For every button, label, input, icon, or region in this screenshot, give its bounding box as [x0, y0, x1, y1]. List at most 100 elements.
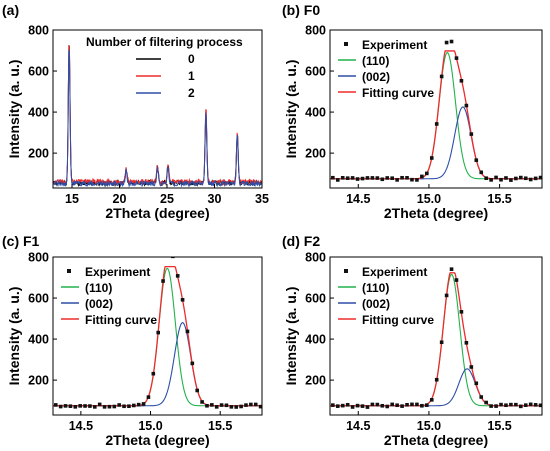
experiment-point [171, 257, 175, 259]
experiment-point [514, 176, 518, 181]
plot-area [53, 251, 262, 409]
experiment-point [528, 177, 533, 182]
experiment-point [335, 404, 340, 408]
experiment-point [200, 400, 204, 404]
plot-area [330, 39, 542, 182]
plot-frame [329, 29, 543, 189]
experiment-point [499, 177, 503, 182]
experiment-point [136, 402, 141, 407]
experiment-point [229, 405, 234, 409]
experiment-point [63, 404, 68, 408]
panel-label: (c) F1 [2, 233, 40, 249]
y-tick-label: 800 [305, 24, 326, 38]
series-line-0 [53, 45, 262, 188]
experiment-point [484, 400, 488, 405]
experiment-point [365, 405, 370, 409]
experiment-point [405, 402, 409, 407]
experiment-point [249, 402, 253, 407]
experiment-point [400, 175, 404, 180]
experiment-point [146, 395, 151, 399]
experiment-point [195, 388, 200, 393]
legend-entry: Fitting curve [362, 86, 434, 100]
experiment-point [360, 404, 365, 408]
experiment-point [474, 381, 479, 386]
y-tick-label: 600 [28, 292, 49, 306]
experiment-point [504, 403, 508, 408]
y-axis-label: Intensity (a. u.) [6, 60, 22, 159]
experiment-point [434, 377, 439, 382]
experiment-point [514, 402, 518, 407]
x-tick-label: 20 [113, 192, 127, 206]
experiment-point [499, 402, 503, 407]
plot-area [53, 45, 262, 188]
y-tick-label: 200 [305, 147, 326, 161]
experiment-point [185, 329, 190, 334]
y-axis-label: Intensity (a. u.) [283, 287, 299, 386]
y-axis-label: Intensity (a. u.) [6, 287, 22, 386]
experiment-point [420, 403, 424, 408]
experiment-point [345, 176, 350, 180]
y-tick-label: 800 [28, 24, 49, 38]
x-tick-label: 30 [208, 192, 222, 206]
experiment-point [166, 251, 170, 255]
y-tick-label: 400 [305, 106, 326, 120]
x-tick-label: 15.0 [417, 419, 441, 433]
y-tick-label: 600 [305, 65, 326, 79]
experiment-point [454, 278, 459, 282]
experiment-point [504, 176, 508, 180]
y-tick-label: 600 [28, 65, 49, 79]
series-line-1 [53, 45, 262, 186]
x-axis-label: 2Theta (degree) [105, 432, 209, 448]
experiment-point [175, 274, 180, 278]
experiment-point [464, 103, 469, 108]
experiment-point [489, 178, 493, 182]
experiment-point [519, 175, 523, 180]
experiment-point [190, 361, 195, 366]
experiment-point [73, 405, 78, 409]
plot-frame [52, 29, 263, 189]
experiment-point [533, 403, 538, 407]
experiment-point [469, 132, 474, 136]
experiment-point [523, 176, 528, 181]
experiment-point [156, 330, 160, 335]
experiment-point [224, 403, 229, 408]
legend-entry: Experiment [85, 265, 150, 279]
legend-title: Number of filtering process [86, 35, 243, 49]
experiment-point [355, 403, 360, 408]
y-axis-label: Intensity (a. u.) [283, 60, 299, 159]
legend-swatch-experiment [344, 269, 348, 273]
y-tick-label: 400 [28, 333, 49, 347]
experiment-point [350, 405, 355, 409]
experiment-point [444, 293, 449, 298]
experiment-point [340, 176, 345, 180]
experiment-point [464, 341, 469, 345]
experiment-point [410, 402, 414, 407]
experiment-point [519, 404, 523, 409]
experiment-point [219, 403, 224, 407]
experiment-point [331, 403, 335, 407]
experiment-point [253, 402, 258, 407]
experiment-point [210, 403, 214, 407]
experiment-point [239, 404, 243, 409]
experiment-point [444, 40, 449, 45]
x-tick-label: 14.5 [346, 192, 370, 206]
experiment-point [400, 404, 404, 408]
experiment-point [434, 122, 439, 126]
x-tick-label: 35 [255, 192, 269, 206]
legend-entry: (002) [362, 70, 390, 84]
plot-area [330, 267, 542, 409]
experiment-point [459, 310, 464, 314]
experiment-point [523, 403, 528, 407]
experiment-point [205, 403, 209, 408]
experiment-point [180, 298, 185, 302]
experiment-point [127, 404, 131, 409]
x-tick-label: 14.5 [69, 419, 93, 433]
y-tick-label: 400 [305, 333, 326, 347]
legend-entry: (002) [362, 297, 390, 311]
experiment-point [258, 404, 262, 409]
experiment-point [484, 176, 488, 181]
experiment-point [244, 403, 248, 407]
